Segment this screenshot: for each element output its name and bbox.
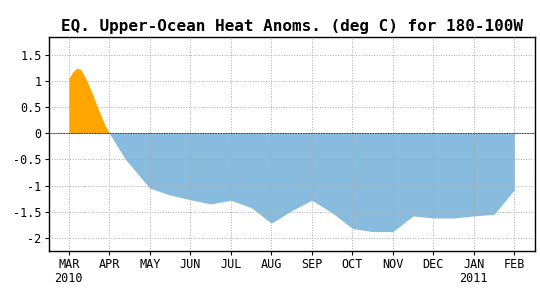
- Title: EQ. Upper-Ocean Heat Anoms. (deg C) for 180-100W: EQ. Upper-Ocean Heat Anoms. (deg C) for …: [60, 19, 523, 34]
